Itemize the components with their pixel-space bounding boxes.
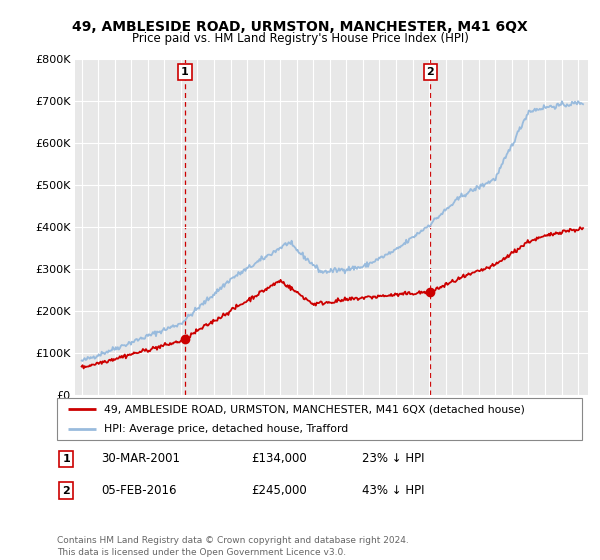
Text: 1: 1 xyxy=(181,67,189,77)
Text: 2: 2 xyxy=(62,486,70,496)
Text: 30-MAR-2001: 30-MAR-2001 xyxy=(101,452,181,465)
Text: Contains HM Land Registry data © Crown copyright and database right 2024.
This d: Contains HM Land Registry data © Crown c… xyxy=(57,536,409,557)
FancyBboxPatch shape xyxy=(57,398,582,440)
Text: 2: 2 xyxy=(427,67,434,77)
Text: 49, AMBLESIDE ROAD, URMSTON, MANCHESTER, M41 6QX (detached house): 49, AMBLESIDE ROAD, URMSTON, MANCHESTER,… xyxy=(104,404,525,414)
Text: 1: 1 xyxy=(62,454,70,464)
Text: 23% ↓ HPI: 23% ↓ HPI xyxy=(361,452,424,465)
Text: HPI: Average price, detached house, Trafford: HPI: Average price, detached house, Traf… xyxy=(104,424,349,434)
Text: 49, AMBLESIDE ROAD, URMSTON, MANCHESTER, M41 6QX: 49, AMBLESIDE ROAD, URMSTON, MANCHESTER,… xyxy=(72,20,528,34)
Text: 43% ↓ HPI: 43% ↓ HPI xyxy=(361,484,424,497)
Text: £134,000: £134,000 xyxy=(251,452,307,465)
Text: £245,000: £245,000 xyxy=(251,484,307,497)
Text: Price paid vs. HM Land Registry's House Price Index (HPI): Price paid vs. HM Land Registry's House … xyxy=(131,32,469,45)
Text: 05-FEB-2016: 05-FEB-2016 xyxy=(101,484,177,497)
